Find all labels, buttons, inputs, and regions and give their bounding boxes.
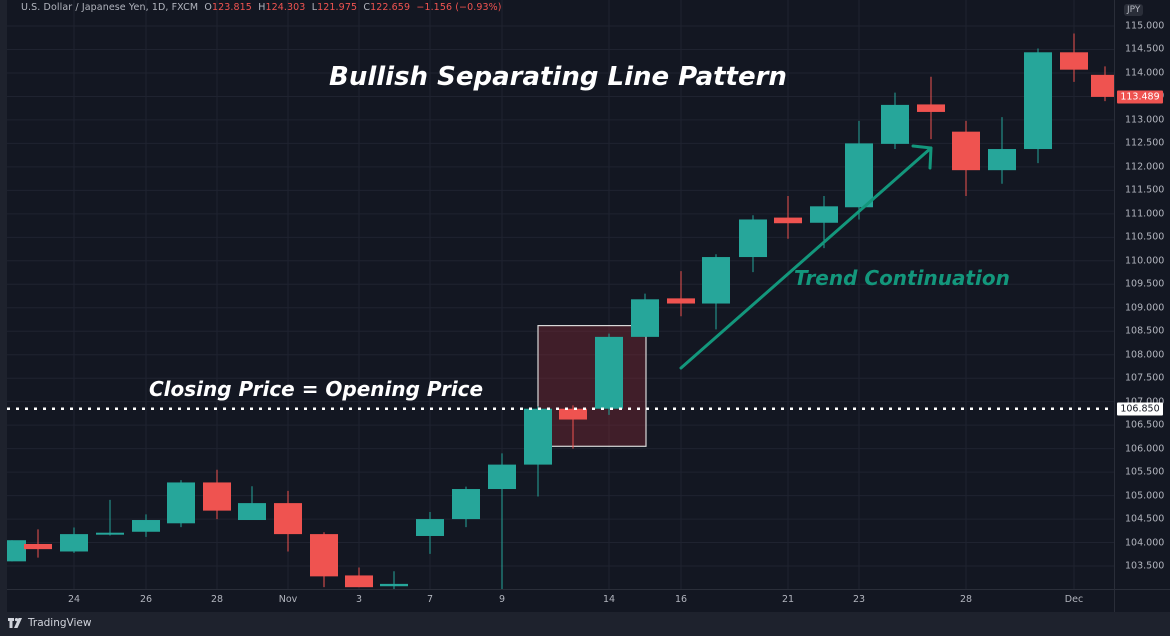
tradingview-brand[interactable]: TradingView: [8, 617, 91, 629]
time-tick-label: Dec: [1064, 594, 1084, 605]
price-tick-label: 110.500: [1125, 231, 1165, 243]
change-value: −1.156 (−0.93%): [416, 2, 502, 13]
level-price-badge: 106.850: [1117, 402, 1163, 416]
candle-body: [167, 482, 195, 524]
candle-body: [132, 520, 160, 532]
price-tick-label: 109.500: [1125, 278, 1165, 290]
time-tick-label: 16: [674, 594, 688, 605]
time-tick-label: 21: [781, 594, 795, 605]
candle-body: [667, 298, 695, 304]
price-tick-label: 108.500: [1125, 325, 1165, 337]
price-tick-label: 112.000: [1125, 161, 1165, 173]
time-tick-label: 7: [426, 594, 434, 605]
chart-plot-area[interactable]: U.S. Dollar / Japanese Yen, 1D, FXCM O12…: [7, 0, 1114, 589]
time-tick-label: 14: [602, 594, 616, 605]
tradingview-label: TradingView: [28, 617, 92, 629]
time-tick-label: 26: [139, 594, 153, 605]
candle-body: [238, 503, 266, 521]
candle-body: [1091, 74, 1114, 97]
high-value: 124.303: [265, 2, 306, 13]
price-tick-label: 114.000: [1125, 67, 1165, 79]
price-tick-label: 105.000: [1125, 490, 1165, 502]
price-tick-label: 111.000: [1125, 208, 1165, 220]
candle-body: [631, 299, 659, 337]
axis-corner: [1114, 589, 1170, 613]
price-tick-label: 106.500: [1125, 419, 1165, 431]
price-tick-label: 109.000: [1125, 302, 1165, 314]
candle-body: [881, 104, 909, 144]
candle-body: [952, 131, 980, 171]
candle-body: [416, 519, 444, 536]
last-price-badge: 113.489: [1117, 90, 1163, 104]
candle-body: [1060, 52, 1088, 70]
time-tick-label: 24: [67, 594, 81, 605]
candle-body: [774, 217, 802, 224]
time-tick-label: 3: [355, 594, 363, 605]
high-label: H: [258, 2, 266, 13]
price-tick-label: 105.500: [1125, 466, 1165, 478]
candle-body: [24, 543, 52, 550]
tradingview-logo-icon: [8, 618, 22, 628]
trend-arrow-line: [679, 146, 933, 370]
candle-body: [595, 336, 623, 409]
candle-body: [845, 143, 873, 208]
chart-title: Bullish Separating Line Pattern: [329, 62, 787, 92]
time-tick-label: Nov: [278, 594, 298, 605]
low-label: L: [311, 2, 318, 13]
price-tick-label: 104.000: [1125, 537, 1165, 549]
symbol-legend: U.S. Dollar / Japanese Yen, 1D, FXCM O12…: [21, 2, 502, 13]
candle-body: [203, 482, 231, 511]
candle-body: [739, 219, 767, 258]
trend-arrow-head-icon: [911, 144, 933, 170]
time-tick-label: 28: [959, 594, 973, 605]
price-tick-label: 107.500: [1125, 372, 1165, 384]
candlestick-chart: [7, 0, 1114, 589]
candle-body: [488, 464, 516, 490]
time-tick-label: 9: [498, 594, 506, 605]
candle-body: [559, 408, 587, 420]
time-tick-label: 28: [210, 594, 224, 605]
trend-continuation-label: Trend Continuation: [794, 266, 1010, 290]
pattern-highlight-box: [537, 325, 647, 447]
candle-body: [524, 408, 552, 465]
price-tick-label: 107.000: [1125, 396, 1164, 407]
open-value: 123.815: [211, 2, 252, 13]
price-tick-label: 104.500: [1125, 513, 1165, 525]
candle-body: [1024, 52, 1052, 150]
candle-body: [452, 489, 480, 520]
candle-body: [274, 503, 302, 535]
currency-badge[interactable]: JPY: [1124, 4, 1144, 16]
candle-body: [310, 534, 338, 577]
open-label: O: [204, 2, 212, 13]
price-tick-label: 114.500: [1125, 43, 1165, 55]
price-tick-label: 103.500: [1125, 560, 1165, 572]
candle-body: [345, 575, 373, 588]
candle-body: [60, 534, 88, 552]
candle-body: [96, 532, 124, 535]
time-axis[interactable]: 24 26 28 Nov 3 7 9 14 16 21 23 28 Dec: [7, 589, 1114, 613]
candle-body: [917, 104, 945, 112]
symbol-name: U.S. Dollar / Japanese Yen, 1D, FXCM: [21, 2, 199, 13]
price-tick-label: 112.500: [1125, 137, 1165, 149]
price-tick-label: 113.000: [1125, 114, 1165, 126]
price-tick-label: 108.000: [1125, 349, 1165, 361]
candle-body: [702, 257, 730, 304]
footer-bar: [0, 612, 1170, 636]
close-value: 122.659: [370, 2, 411, 13]
candle-body: [810, 206, 838, 223]
closing-price-label: Closing Price = Opening Price: [149, 377, 484, 401]
low-value: 121.975: [317, 2, 358, 13]
price-tick-label: 111.500: [1125, 184, 1165, 196]
candle-body: [380, 583, 408, 587]
close-label: C: [363, 2, 371, 13]
price-tick-label: 115.000: [1125, 20, 1165, 32]
time-tick-label: 23: [852, 594, 866, 605]
price-tick-label: 106.000: [1125, 443, 1165, 455]
candle-body: [988, 149, 1016, 171]
price-axis[interactable]: 115.000114.500114.000113.500113.000112.5…: [1114, 0, 1170, 589]
price-tick-label: 110.000: [1125, 255, 1165, 267]
candle-body: [7, 540, 26, 562]
